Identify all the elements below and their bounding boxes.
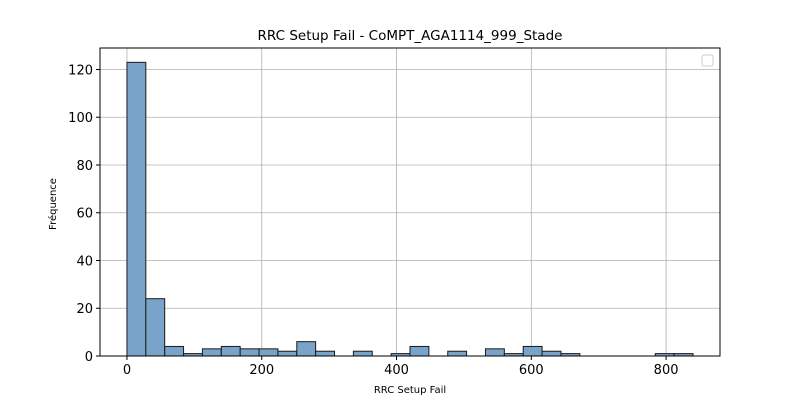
x-tick-label: 800 [654, 363, 679, 378]
histogram-bar [164, 345, 185, 357]
histogram-bar [484, 348, 505, 357]
x-tick-label: 600 [519, 363, 544, 378]
histogram-bar [126, 61, 147, 357]
chart-title: RRC Setup Fail - CoMPT_AGA1114_999_Stade [258, 28, 563, 44]
y-axis-label: Fréquence [47, 178, 59, 230]
y-tick-label: 120 [68, 63, 93, 78]
x-axis: 0 200 400 600 800 [123, 356, 679, 378]
histogram-bar [409, 345, 430, 357]
histogram-bar [201, 348, 222, 357]
y-tick-label: 60 [76, 207, 93, 222]
histogram-bar [145, 298, 166, 357]
histogram-bar [447, 350, 468, 357]
histogram-bar [541, 350, 562, 357]
legend-box [701, 54, 714, 67]
histogram-bar [258, 348, 279, 357]
x-axis-label: RRC Setup Fail [374, 385, 446, 396]
histogram-bar [296, 341, 317, 357]
y-axis: 0 20 40 60 80 100 120 [68, 63, 100, 365]
histogram-bar [220, 345, 241, 357]
x-tick-label: 400 [384, 363, 409, 378]
histogram-bar [277, 350, 298, 357]
x-tick-label: 200 [249, 363, 274, 378]
y-tick-label: 0 [85, 350, 93, 365]
y-tick-label: 40 [76, 254, 93, 269]
x-tick-label: 0 [123, 363, 131, 378]
histogram-bar [315, 350, 336, 357]
y-tick-label: 80 [76, 159, 93, 174]
histogram-bar [352, 350, 373, 357]
y-tick-label: 100 [68, 111, 93, 126]
plot-area-frame [99, 47, 721, 357]
histogram-bar [522, 345, 543, 357]
y-tick-label: 20 [76, 302, 93, 317]
histogram-bar [239, 348, 260, 357]
